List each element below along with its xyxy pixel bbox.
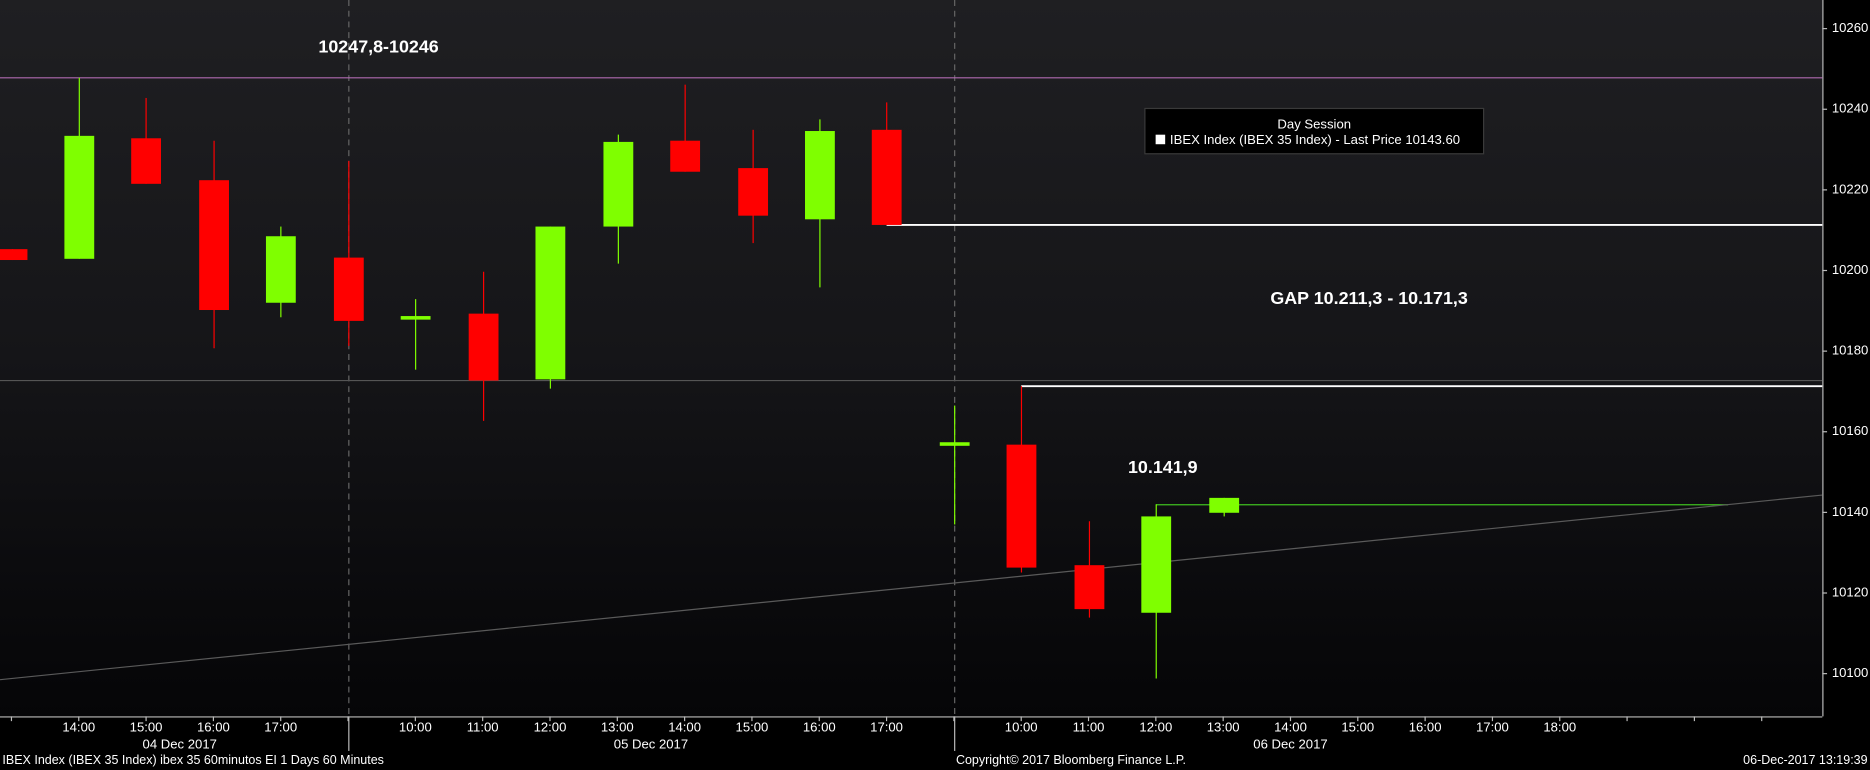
candle-body [131,138,162,184]
candle-body [468,313,499,381]
annotation: 10.141,9 [1128,457,1198,477]
footer-center: Copyright© 2017 Bloomberg Finance L.P. [956,753,1186,767]
candle-body [265,236,296,303]
candle-body [400,316,431,320]
candle-body [1141,516,1172,613]
y-tick-label: 10100 [1832,665,1868,680]
x-tick-label: 14:00 [62,720,95,735]
x-tick-label: 15:00 [130,720,163,735]
x-tick-label: 14:00 [1274,720,1307,735]
y-tick-label: 10220 [1832,181,1868,196]
legend-box [1144,107,1485,155]
x-tick-label: 16:00 [197,720,230,735]
legend-entry: IBEX Index (IBEX 35 Index) - Last Price … [1170,132,1460,147]
y-tick-label: 10180 [1832,343,1868,358]
candle-body [333,257,364,321]
candle-body [738,168,769,216]
legend-swatch [1155,134,1166,145]
x-tick-label: 16:00 [803,720,836,735]
x-tick-label: 17:00 [264,720,297,735]
x-tick-label: 16:00 [1409,720,1442,735]
x-tick-label: 13:00 [601,720,634,735]
annotation: GAP 10.211,3 - 10.171,3 [1270,288,1468,308]
y-tick-label: 10260 [1832,20,1868,35]
candle-body [805,131,835,220]
candle-body [1074,565,1105,610]
x-tick-label: 15:00 [1341,720,1374,735]
candle-body [939,442,970,446]
y-tick-label: 10140 [1832,504,1868,519]
x-tick-label: 14:00 [668,720,701,735]
x-tick-label: 11:00 [467,720,499,735]
x-tick-label: 18:00 [1543,720,1576,735]
y-tick-label: 10160 [1832,423,1868,438]
x-tick-label: 11:00 [1073,720,1105,735]
footer-left: IBEX Index (IBEX 35 Index) ibex 35 60min… [2,753,384,767]
footer-right: 06-Dec-2017 13:19:39 [1743,753,1867,767]
x-tick-label: 17:00 [870,720,903,735]
candle-body [871,129,902,225]
candle-body [64,135,95,259]
x-tick-label: 12:00 [534,720,567,735]
candle-body [0,249,28,261]
legend: Day Session IBEX Index (IBEX 35 Index) -… [1144,107,1485,155]
annotation: 10247,8-10246 [318,36,438,56]
plot-area [0,0,1823,717]
x-tick-label: 13:00 [1207,720,1240,735]
date-label: 06 Dec 2017 [1253,736,1327,751]
y-tick-label: 10120 [1832,584,1868,599]
x-tick-label: 10:00 [399,720,432,735]
y-tick-label: 10200 [1832,262,1868,277]
x-tick-label: 17:00 [1476,720,1509,735]
x-tick-label: 10:00 [1005,720,1038,735]
candle-body [1006,444,1037,568]
date-label: 05 Dec 2017 [614,736,688,751]
x-tick-label: 12:00 [1139,720,1172,735]
x-tick-label: 15:00 [736,720,769,735]
candle-body [199,180,229,311]
reference-line [0,494,1823,681]
candle-body [670,140,701,172]
candle-body [535,226,566,380]
candle-body [603,141,634,227]
date-label: 04 Dec 2017 [143,736,217,751]
candle-body [1209,497,1240,513]
legend-title: Day Session [1277,117,1351,132]
y-tick-label: 10240 [1832,101,1868,116]
